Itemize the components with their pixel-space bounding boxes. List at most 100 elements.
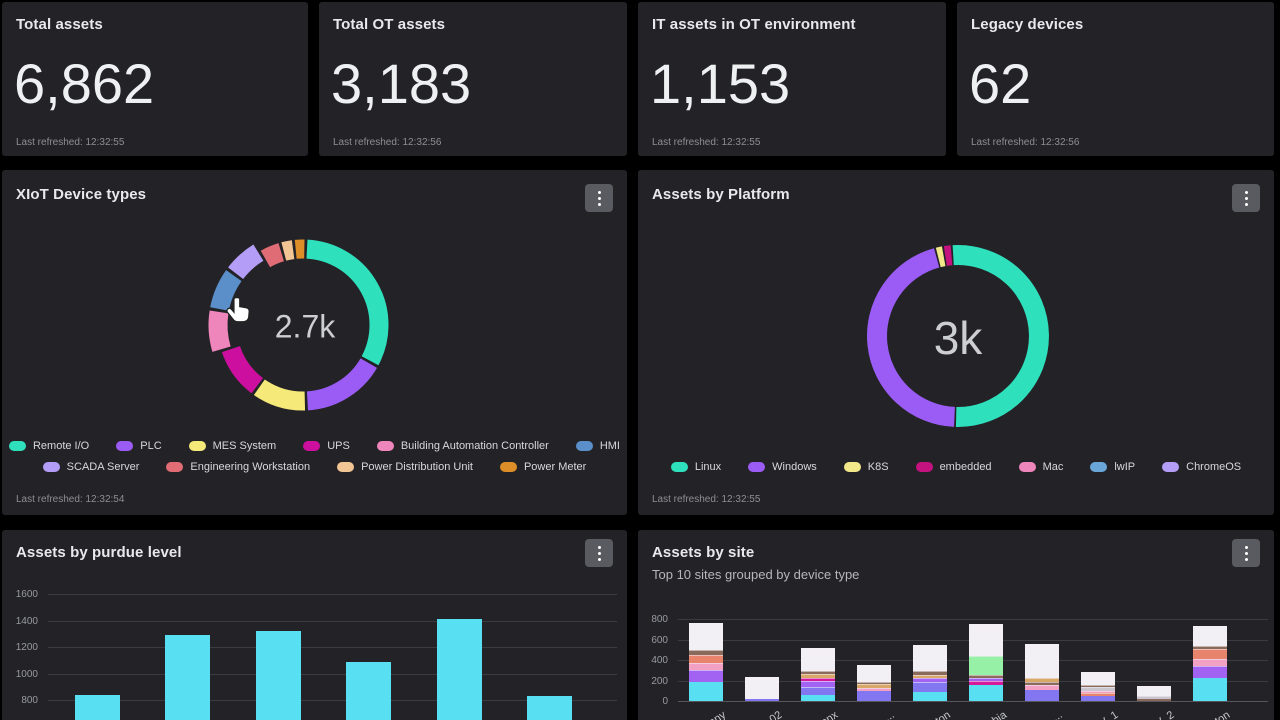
donut-slice-plc[interactable] [306,358,377,411]
purdue-bar[interactable] [527,696,572,720]
bar-segment-offwhite [1137,685,1171,697]
legend-item-ups[interactable]: UPS [303,440,350,452]
purdue-bar[interactable] [165,635,210,720]
legend-color-chip [1018,462,1036,472]
card-assets-by-site: Assets by site Top 10 sites grouped by d… [638,530,1274,720]
purdue-bar[interactable] [74,694,120,720]
legend-item-windows[interactable]: Windows [748,461,817,473]
card-title: Assets by site [652,544,755,561]
site-bar-line-[interactable] [857,665,891,701]
bar-segment-pink [857,687,891,691]
donut-slice-mes-system[interactable] [253,379,306,411]
bar-segment-offwhite [913,644,947,672]
bar-segment-violet [913,678,947,683]
legend-color-chip [188,441,206,451]
bar-segment-offwhite [857,665,891,683]
bar-segment-violet [969,677,1003,682]
legend-item-mes-system[interactable]: MES System [188,440,277,452]
donut-slice-scada-server[interactable] [228,244,264,280]
legend-item-plc[interactable]: PLC [116,440,162,452]
legend-label: MES System [212,440,277,452]
legend-item-remote-i-o[interactable]: Remote I/O [8,440,89,452]
legend-item-building-automation-controller[interactable]: Building Automation Controller [376,440,549,452]
legend-label: Power Meter [523,461,587,473]
donut-slice-windows[interactable] [867,248,956,427]
site-bar-line-[interactable] [1025,643,1059,701]
legend-item-mac[interactable]: Mac [1018,461,1063,473]
dot [1244,196,1248,200]
donut-slice-linux[interactable] [952,245,1049,427]
legend-row: Remote I/O PLC MES System UPS Building Autom… [8,440,620,452]
donut-slice-power-distribution-unit[interactable] [281,240,295,261]
bar-segment-cyan [913,691,947,701]
gridline [48,673,617,675]
site-bar-bronx[interactable] [801,647,835,701]
bar-segment-violet [689,670,723,682]
legend-item-linux[interactable]: Linux [670,461,722,473]
site-bar-ros-02[interactable] [745,677,779,701]
bar-segment-cyan [1193,678,1227,701]
legend-item-lwip[interactable]: lwIP [1090,461,1135,473]
legend-item-chromeos[interactable]: ChromeOS [1162,461,1241,473]
dot [1244,551,1248,555]
stat-value: 1,153 [650,52,791,115]
legend-color-chip [670,462,688,472]
dot [597,196,601,200]
legend-item-power-distribution-unit[interactable]: Power Distribution Unit [337,461,473,473]
purdue-bar[interactable] [255,631,301,720]
purdue-bar[interactable] [436,619,482,720]
gridline [678,619,1268,620]
donut-slice-hmi[interactable] [210,270,242,312]
kebab-menu-icon[interactable] [585,184,613,212]
donut-slice-embedded[interactable] [943,245,953,266]
x-axis-label: SV_1 [1091,709,1120,720]
kebab-menu-icon[interactable] [1232,539,1260,567]
x-axis-label: Albany [694,709,729,720]
y-axis-tick-label: 200 [651,675,668,687]
dot [597,190,601,194]
stat-value: 6,862 [14,52,155,115]
legend-color-chip [376,441,394,451]
bar-segment-pink [689,662,723,671]
gridline [48,620,617,622]
legend-item-power-meter[interactable]: Power Meter [499,461,587,473]
legend-item-scada-server[interactable]: SCADA Server [42,461,139,473]
gridline [48,594,617,595]
legend-item-engineering-workstation[interactable]: Engineering Workstation [166,461,310,473]
y-axis-tick-label: 800 [651,614,668,625]
purdue-bar[interactable] [346,661,391,720]
kebab-menu-icon[interactable] [585,539,613,567]
kebab-menu-icon[interactable] [1232,184,1260,212]
legend-label: Linux [694,461,722,473]
stat-title: Legacy devices [971,16,1084,33]
stat-value: 62 [969,52,1032,115]
donut-slice-engineering-workstation[interactable] [260,243,285,268]
legend-item-hmi[interactable]: HMI [575,440,620,452]
site-bar-columbia[interactable] [969,624,1003,701]
y-axis-tick-label: 0 [662,696,668,707]
card-title: Assets by Platform [652,186,790,203]
legend-label: PLC [140,440,162,452]
site-bar-sv-1[interactable] [1081,672,1115,701]
site-bar-clinton[interactable] [913,644,947,701]
stat-title: Total OT assets [333,16,446,33]
dot [597,557,601,561]
xiot-donut-chart [208,239,389,411]
bar-segment-offwhite [689,623,723,650]
donut-slice-building-automation-controller[interactable] [208,310,231,352]
last-refreshed: Last refreshed: 12:32:56 [971,137,1080,148]
donut-slice-remote-i-o[interactable] [306,239,389,366]
bar-segment-cyan [969,684,1003,701]
stat-card-legacy-devices: Legacy devices 62 Last refreshed: 12:32:… [957,2,1274,156]
donut-slice-ups[interactable] [221,345,264,394]
bar-segment-gray [1081,687,1115,691]
last-refreshed: Last refreshed: 12:32:56 [333,137,442,148]
card-assets-by-purdue-level: Assets by purdue level 1600 1400 1200 1000 8… [2,530,627,720]
site-bar-sv-2[interactable] [1137,685,1171,701]
donut-slice-k8s[interactable] [935,246,946,268]
site-bar-albany[interactable] [689,623,723,701]
bar-segment-pink [1193,658,1227,667]
site-bar-washington[interactable] [1193,626,1227,701]
legend-item-k8s[interactable]: K8S [843,461,889,473]
legend-item-embedded[interactable]: embedded [915,461,992,473]
